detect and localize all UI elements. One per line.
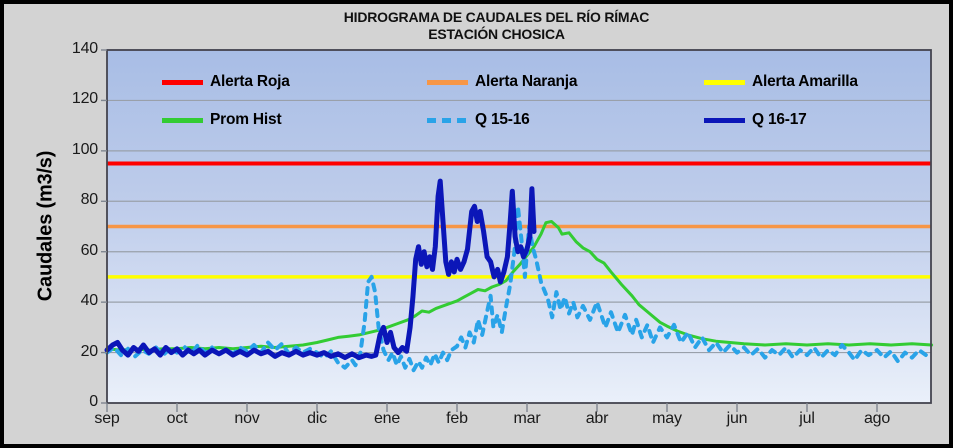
x-tick-label: feb: [446, 410, 468, 427]
legend-label: Alerta Roja: [210, 73, 290, 90]
y-tick-label: 120: [71, 90, 98, 108]
x-tick-label: may: [652, 410, 682, 427]
y-tick-label: 40: [80, 292, 99, 310]
legend-label: Q 16-17: [752, 111, 807, 128]
legend-label: Prom Hist: [210, 111, 282, 128]
y-tick-label: 100: [71, 140, 98, 158]
x-tick-label: abr: [585, 410, 609, 427]
x-tick-label: jun: [726, 410, 748, 427]
x-tick-label: oct: [166, 410, 188, 427]
x-tick-label: dic: [307, 410, 327, 427]
legend-label: Alerta Naranja: [475, 73, 578, 90]
legend-label: Alerta Amarilla: [752, 73, 858, 90]
y-tick-label: 0: [89, 393, 98, 410]
chart-title-line2: ESTACIÓN CHOSICA: [428, 26, 565, 42]
x-tick-label: ago: [863, 410, 891, 427]
x-tick-label: mar: [513, 410, 541, 427]
prom-hist-line-sample: [162, 117, 203, 123]
legend-item-alerta-naranja: Alerta Naranja: [427, 73, 578, 91]
q15-16-line-sample: [427, 117, 468, 123]
x-tick-label: nov: [234, 410, 260, 427]
y-tick-label: 140: [71, 40, 98, 57]
alerta-naranja-line-sample: [427, 79, 468, 85]
alerta-roja-line-sample: [162, 79, 203, 85]
x-tick-label: ene: [373, 410, 401, 427]
hydrograph-plot: [101, 49, 934, 412]
legend-item-alerta-roja: Alerta Roja: [162, 73, 290, 91]
legend-item-prom-hist: Prom Hist: [162, 111, 282, 129]
q16-17-line-sample: [704, 117, 745, 123]
legend-label: Q 15-16: [475, 111, 530, 128]
x-tick-label: jul: [799, 410, 815, 427]
legend-item-q16-17: Q 16-17: [704, 111, 807, 129]
x-tick-label: sep: [94, 410, 120, 427]
alerta-amarilla-line-sample: [704, 79, 745, 85]
legend-item-q15-16: Q 15-16: [427, 111, 530, 129]
y-tick-label: 60: [80, 241, 99, 259]
y-tick-label: 20: [80, 342, 99, 360]
chart-title: HIDROGRAMA DE CAUDALES DEL RÍO RÍMAC EST…: [44, 9, 949, 43]
legend-item-alerta-amarilla: Alerta Amarilla: [704, 73, 858, 91]
chart-title-line1: HIDROGRAMA DE CAUDALES DEL RÍO RÍMAC: [343, 9, 650, 25]
y-tick-label: 80: [80, 191, 99, 209]
